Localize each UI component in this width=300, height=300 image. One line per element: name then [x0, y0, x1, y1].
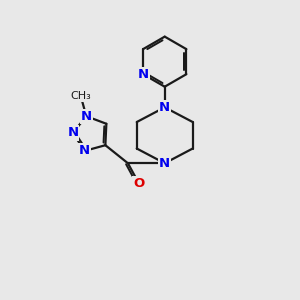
Text: N: N: [159, 101, 170, 114]
Text: N: N: [81, 110, 92, 123]
Text: N: N: [79, 144, 90, 158]
Text: N: N: [137, 68, 148, 81]
Text: N: N: [159, 157, 170, 170]
Text: N: N: [67, 127, 78, 140]
Text: O: O: [134, 177, 145, 190]
Text: CH₃: CH₃: [70, 91, 91, 101]
